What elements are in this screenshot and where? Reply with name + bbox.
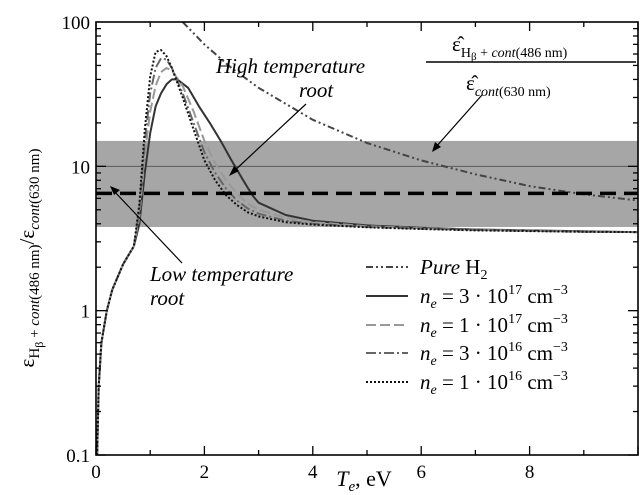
low-temperature-root-annotation: Low temperature root <box>110 186 293 310</box>
legend-label-ne-1e16: ne = 1 · 1016 cm−3 <box>420 369 568 398</box>
low-root-label-line1: Low temperature <box>149 262 293 286</box>
low-root-arrow <box>112 189 183 264</box>
series-line-1 <box>181 21 639 202</box>
legend: Pure H2 ne = 3 · 1017 cm−3 ne = 1 · 1017… <box>366 255 568 398</box>
shaded-band-rect <box>96 140 638 227</box>
legend-label-ne-3e17: ne = 3 · 1017 cm−3 <box>420 283 568 312</box>
low-root-label-line2: root <box>150 286 185 310</box>
y-axis-label: εHβ + cont(486 nm)/εcont(630 nm) <box>15 149 46 368</box>
series-group <box>96 21 639 456</box>
high-root-arrow <box>231 103 307 174</box>
low-root-arrowhead <box>110 186 120 195</box>
x-tick-label: 6 <box>416 462 426 483</box>
legend-label-ne-3e16: ne = 3 · 1016 cm−3 <box>420 340 568 369</box>
legend-label-pure-h2: Pure H2 <box>419 255 487 283</box>
axes <box>95 21 639 456</box>
x-tick-label: 4 <box>308 462 318 483</box>
high-root-arrowhead <box>229 166 239 176</box>
ratio-arrowhead <box>432 142 441 152</box>
series-line-5 <box>96 49 639 456</box>
x-tick-label: 8 <box>525 462 535 483</box>
x-tick-label: 2 <box>200 462 210 483</box>
y-tick-label: 10 <box>71 157 90 178</box>
y-tick-label: 0.1 <box>66 446 90 467</box>
y-tick-label: 100 <box>62 13 91 34</box>
ratio-arrow <box>434 94 483 149</box>
y-tick-label: 1 <box>81 302 91 323</box>
tick-labels: 0 2 4 6 8 0.1 1 10 100 <box>62 13 535 483</box>
x-axis-label: Te, eV <box>336 466 392 495</box>
high-root-label-line2: root <box>299 78 334 102</box>
uncertainty-band <box>96 140 638 227</box>
high-temperature-root-annotation: High temperature root <box>215 54 365 176</box>
x-tick-label: 0 <box>91 462 101 483</box>
high-root-label-line1: High temperature <box>215 54 365 78</box>
legend-label-ne-1e17: ne = 1 · 1017 cm−3 <box>420 312 568 341</box>
